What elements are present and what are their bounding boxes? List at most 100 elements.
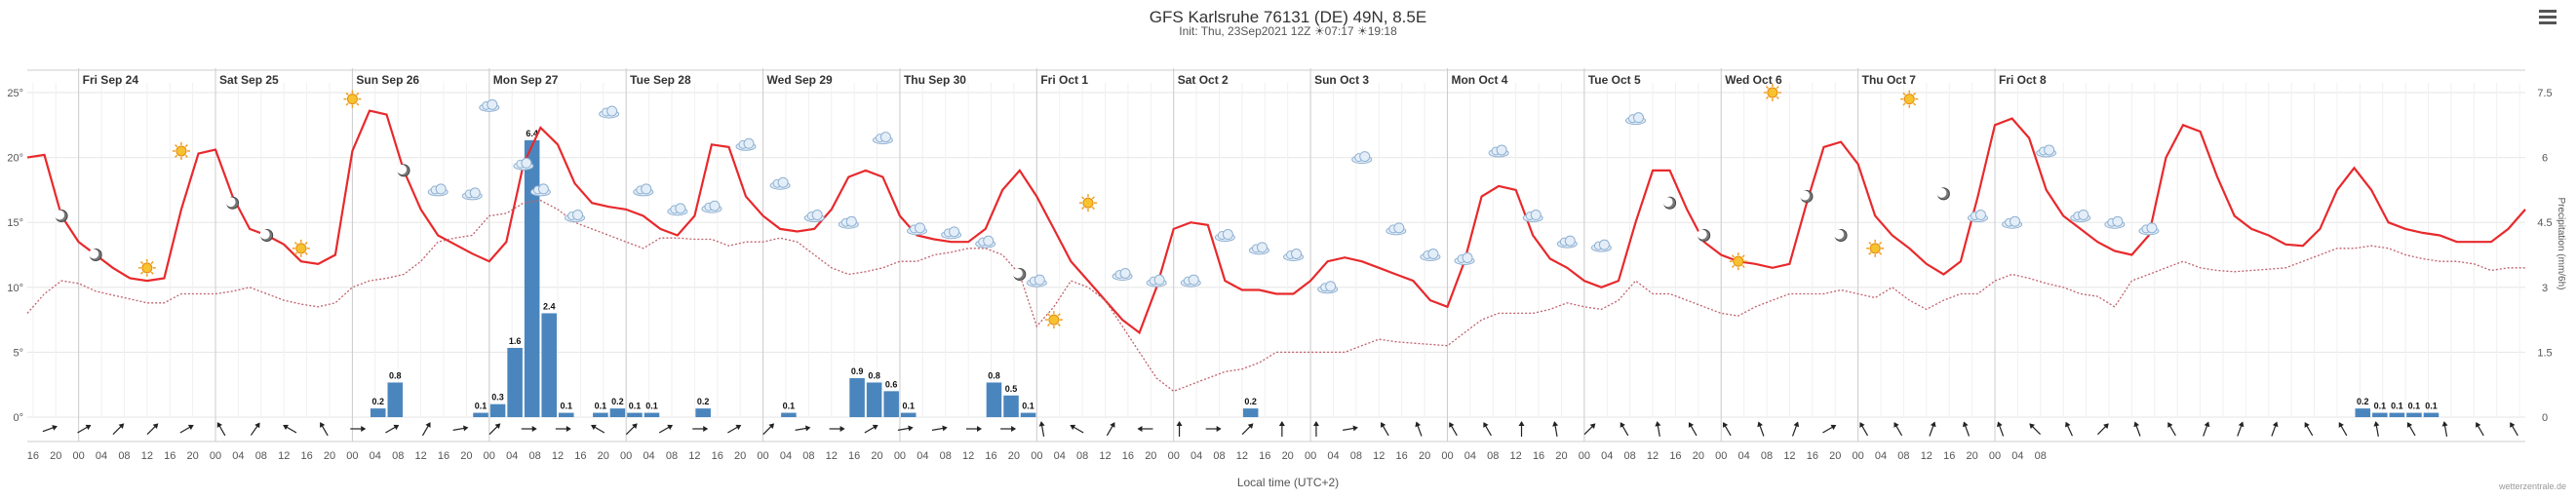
wind-head (908, 425, 914, 432)
wind-arrow (1106, 422, 1115, 437)
hour-tick: 04 (1464, 450, 1476, 462)
wind-arrow (1552, 421, 1559, 437)
wind-head (2304, 422, 2310, 428)
wind-head (2373, 421, 2380, 427)
dewpoint-line (26, 199, 2525, 393)
wind-arrow (385, 424, 400, 434)
cloud-puff (1427, 249, 1439, 259)
x-axis-label: Local time (UTC+2) (1236, 476, 1340, 489)
cloud-puff (879, 132, 891, 143)
wind-arrow (1278, 421, 1285, 437)
wind-arrow (2203, 421, 2210, 437)
hour-tick: 00 (1989, 450, 2001, 462)
wind-arrow (727, 424, 742, 434)
temperature-line (26, 109, 2526, 335)
hour-tick: 16 (438, 450, 449, 462)
sun-ray (345, 92, 349, 96)
precip-bar (781, 412, 797, 417)
wind-head (735, 424, 742, 431)
precip-bar (849, 378, 865, 417)
wind-head (2272, 421, 2279, 428)
sun-icon (1044, 311, 1063, 329)
cloud-icon (1146, 274, 1167, 288)
wind-head (1793, 421, 1800, 428)
wind-arrow (2237, 421, 2244, 437)
sun-ray (1776, 96, 1779, 99)
hour-tick: 00 (1853, 450, 1864, 462)
cloud-puff (2078, 210, 2089, 221)
sun-ray (1046, 313, 1051, 317)
wind-arrow (283, 424, 297, 434)
day-label: Fri Oct 8 (1999, 73, 2047, 87)
precip-label: 0.1 (2408, 402, 2421, 411)
cloud-puff (1564, 235, 1576, 247)
cloud-icon (513, 157, 534, 171)
wind-head (187, 424, 194, 431)
precip-bar (1242, 408, 1259, 417)
menu-icon[interactable] (2539, 10, 2556, 27)
wind-arrow (931, 425, 948, 432)
sun-disc (1082, 197, 1094, 209)
moon-shade (1799, 190, 1810, 201)
precip-label: 0.2 (697, 397, 710, 406)
wind-arrow (1176, 421, 1183, 437)
precip-bar (2355, 408, 2371, 417)
wind-head (872, 424, 878, 431)
sun-ray (1731, 254, 1736, 258)
wind-head (2029, 423, 2035, 429)
y-left-tick: 15° (7, 217, 23, 229)
wind-head (393, 424, 400, 431)
hour-tick: 00 (1168, 450, 1180, 462)
moon-shade (1662, 197, 1673, 208)
hour-tick: 20 (1008, 450, 1020, 462)
hour-tick: 08 (1487, 450, 1499, 462)
wind-arrow (1343, 425, 1358, 432)
cloud-puff (469, 187, 481, 199)
sun-icon (1763, 84, 1781, 101)
cloud-puff (914, 222, 925, 234)
wind-head (703, 426, 709, 432)
y-left-tick: 5° (13, 347, 23, 359)
hour-tick: 12 (688, 450, 700, 462)
sun-ray (356, 92, 360, 96)
wind-arrow (1449, 422, 1458, 437)
credit-text: wetterzentrale.de (2498, 481, 2566, 491)
precip-label: 0.1 (595, 402, 607, 411)
wind-head (1247, 423, 1254, 429)
wind-arrow (2304, 422, 2314, 437)
wind-head (152, 423, 159, 429)
y-right-label: Precipitation (mm/6h) (2556, 197, 2566, 289)
precip-label: 0.9 (851, 366, 864, 376)
sun-ray (293, 251, 298, 255)
sun-disc (1869, 243, 1881, 254)
wind-arrow (965, 426, 982, 432)
wind-head (320, 422, 326, 428)
wind-arrow (1929, 421, 1936, 437)
wind-arrow (1997, 421, 2005, 437)
wind-arrow (350, 426, 367, 432)
hour-tick: 04 (232, 450, 244, 462)
day-label: Wed Oct 6 (1725, 73, 1782, 87)
precip-label: 1.6 (509, 336, 522, 346)
precip-bar (524, 139, 540, 417)
cloud-puff (1462, 251, 1473, 263)
wind-arrow (320, 422, 329, 437)
cloud-icon (427, 183, 449, 197)
moon-icon (89, 249, 102, 261)
sun-disc (1767, 87, 1778, 98)
sun-ray (139, 260, 144, 265)
sunset-icon: ☀ (1356, 24, 1368, 38)
cloud-icon (1967, 210, 1988, 223)
sun-ray (1081, 206, 1085, 211)
moon-icon (1662, 196, 1677, 210)
cloud-icon (2138, 222, 2160, 236)
wind-head (1176, 421, 1183, 426)
y-right-tick: 4.5 (2537, 217, 2552, 229)
moon-icon (225, 196, 240, 210)
wind-head (1137, 426, 1143, 432)
hour-tick: 12 (278, 450, 290, 462)
cloud-icon (1556, 235, 1578, 249)
wind-head (768, 423, 775, 429)
precip-label: 0.2 (1244, 397, 1257, 406)
